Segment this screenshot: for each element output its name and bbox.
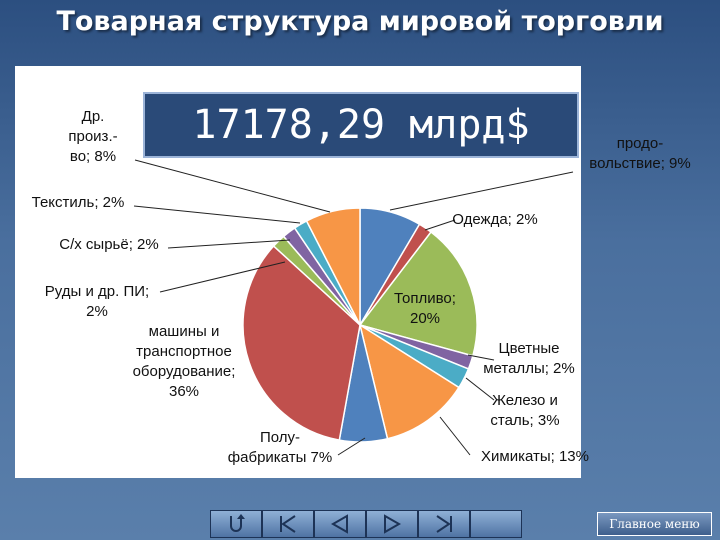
previous-icon — [330, 514, 348, 534]
leader-line — [133, 205, 301, 224]
slice-label: Топливо; 20% — [394, 290, 456, 327]
slice-label: Железо и сталь; 3% — [490, 392, 559, 429]
nav-spacer — [470, 510, 522, 538]
slice-label-line: во; 8% — [70, 148, 116, 165]
pie-slice — [358, 230, 478, 357]
leader-line — [467, 354, 495, 361]
leader-line — [167, 239, 291, 249]
slice-label: Текстиль; 2% — [32, 194, 125, 211]
slice-label-line: Одежда; 2% — [452, 211, 537, 228]
slide-title: Товарная структура мировой торговли — [56, 6, 664, 37]
pie-slice — [305, 207, 361, 326]
slice-label-line: Текстиль; 2% — [32, 194, 125, 211]
slice-label-line: Руды и др. ПИ; — [45, 283, 149, 300]
first-icon — [280, 515, 296, 533]
pie-slice — [358, 323, 460, 440]
slice-label-line: 2% — [86, 303, 108, 320]
slice-label: Руды и др. ПИ; 2% — [45, 283, 149, 320]
slice-label-line: Цветные — [498, 340, 559, 357]
slice-label: С/х сырьё; 2% — [59, 236, 158, 253]
last-icon — [436, 515, 452, 533]
pie-slice — [242, 244, 361, 442]
slice-label-line: Топливо; — [394, 290, 456, 307]
slice-label-line: С/х сырьё; 2% — [59, 236, 158, 253]
slice-label-line: Железо и — [492, 392, 558, 409]
slice-label-line: фабрикаты 7% — [228, 449, 332, 466]
return-icon — [230, 514, 245, 532]
slice-label-line: машины и — [149, 323, 220, 340]
slice-label: Одежда; 2% — [452, 211, 537, 228]
leader-line — [465, 377, 495, 401]
slice-label: Химикаты; 13% — [481, 448, 589, 465]
slice-label: Др. произ.- во; 8% — [68, 108, 117, 165]
nav-bar — [210, 510, 523, 538]
slice-label: машины и транспортное оборудование; 36% — [133, 323, 236, 400]
slice-label-line: произ.- — [68, 128, 117, 145]
leader-line — [424, 219, 456, 231]
slice-label-line: вольствие; 9% — [589, 155, 690, 172]
slice-label-line: Химикаты; 13% — [481, 448, 589, 465]
last-slide-button[interactable] — [418, 510, 470, 538]
slice-label: Полу-фабрикаты 7% — [228, 429, 332, 466]
slice-label-line: 36% — [169, 383, 199, 400]
leader-line — [439, 416, 471, 456]
return-button[interactable] — [210, 510, 262, 538]
leader-line — [159, 261, 286, 293]
first-slide-button[interactable] — [262, 510, 314, 538]
slice-label: продо-вольствие; 9% — [589, 135, 690, 172]
slice-label-line: металлы; 2% — [483, 360, 575, 377]
slice-label-line: Полу- — [260, 429, 300, 446]
slice-label-line: продо- — [617, 135, 664, 152]
slice-label: Цветные металлы; 2% — [483, 340, 575, 377]
slice-label-line: транспортное — [136, 343, 232, 360]
slice-label-line: Др. — [82, 108, 105, 125]
next-icon — [384, 514, 402, 534]
slice-label-line: 20% — [410, 310, 440, 327]
leader-line — [134, 159, 331, 213]
slice-label-line: оборудование; — [133, 363, 236, 380]
next-slide-button[interactable] — [366, 510, 418, 538]
leader-line — [337, 437, 366, 456]
main-menu-button[interactable]: Главное меню — [597, 512, 712, 536]
slice-label-line: сталь; 3% — [490, 412, 559, 429]
total-badge: 17178,29 млрд$ — [143, 92, 579, 158]
previous-slide-button[interactable] — [314, 510, 366, 538]
leader-line — [389, 171, 574, 211]
